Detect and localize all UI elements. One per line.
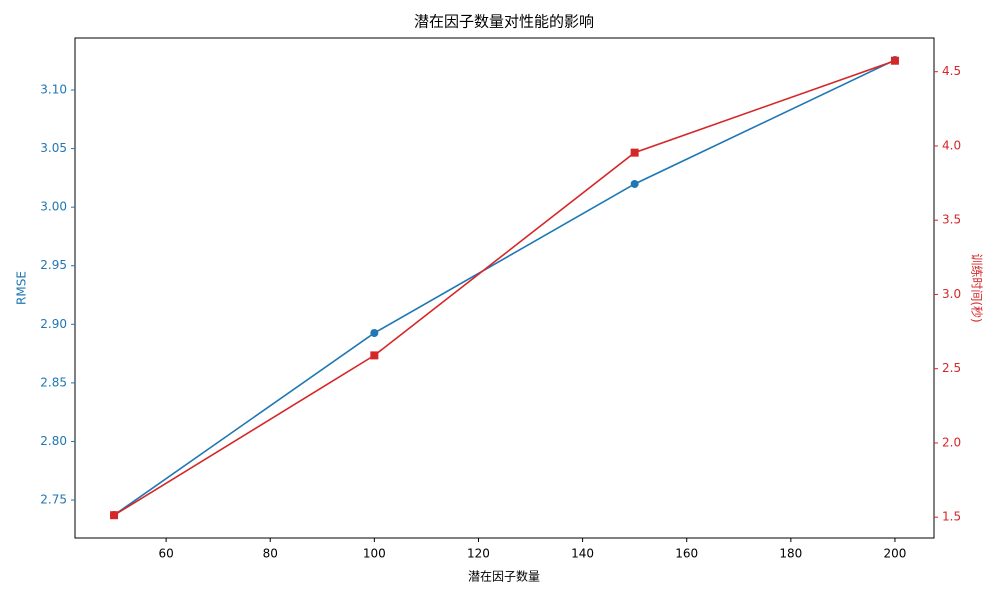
x-tick-label: 200 xyxy=(884,547,907,561)
y2-tick-label: 1.5 xyxy=(942,510,961,524)
x-tick-label: 180 xyxy=(779,547,802,561)
y2-tick-label: 3.5 xyxy=(942,213,961,227)
y-tick-label: 2.90 xyxy=(40,317,67,331)
x-tick-label: 160 xyxy=(675,547,698,561)
y-tick-label: 2.80 xyxy=(40,434,67,448)
y-axis-label: RMSE xyxy=(15,271,29,305)
point-marker xyxy=(110,511,119,520)
chart-title: 潜在因子数量对性能的影响 xyxy=(414,13,594,31)
y2-tick-label: 2.0 xyxy=(942,435,961,449)
y2-tick-label: 4.0 xyxy=(942,138,961,152)
y-tick-label: 2.95 xyxy=(40,258,67,272)
point-marker xyxy=(890,56,899,65)
point-marker xyxy=(370,351,379,360)
x-tick-label: 100 xyxy=(363,547,386,561)
point-marker xyxy=(630,148,639,157)
point-marker xyxy=(370,328,379,337)
y-tick-label: 2.75 xyxy=(40,493,67,507)
y-tick-label: 3.10 xyxy=(40,83,67,97)
y-tick-label: 2.85 xyxy=(40,375,67,389)
series-line xyxy=(113,59,896,516)
series-line xyxy=(113,59,896,516)
y-tick-label: 3.05 xyxy=(40,141,67,155)
point-marker xyxy=(630,179,639,188)
x-tick-label: 140 xyxy=(571,547,594,561)
x-axis-label: 潜在因子数量 xyxy=(468,569,540,584)
y2-axis-label: 训练时间(秒) xyxy=(970,253,985,322)
y2-tick-label: 3.0 xyxy=(942,287,961,301)
y-tick-label: 3.00 xyxy=(40,200,67,214)
x-tick-label: 120 xyxy=(467,547,490,561)
x-tick-label: 80 xyxy=(263,547,278,561)
x-tick-label: 60 xyxy=(158,547,173,561)
y2-tick-label: 4.5 xyxy=(942,64,961,78)
plot-frame xyxy=(74,37,935,539)
y2-tick-label: 2.5 xyxy=(942,361,961,375)
